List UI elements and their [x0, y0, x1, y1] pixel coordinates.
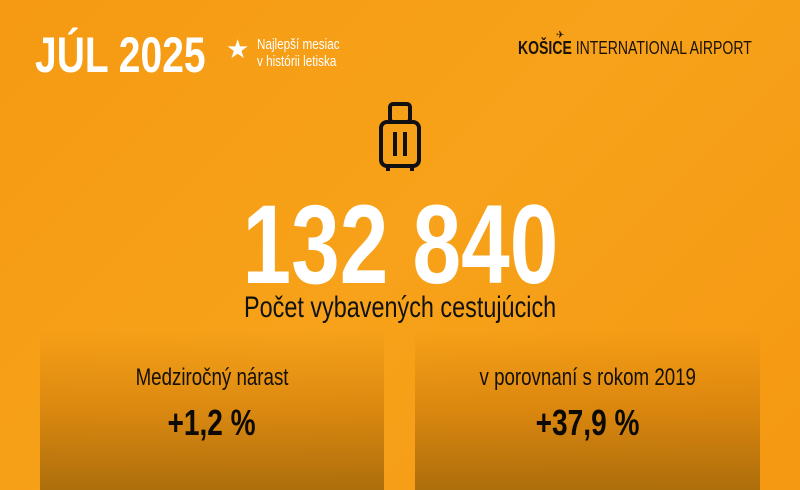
- month-title: JÚL 2025: [35, 27, 206, 83]
- passenger-count-label: Počet vybavených cestujúcich: [243, 291, 557, 324]
- tagline: Najlepší mesiac v histórii letiska: [257, 36, 340, 70]
- plane-icon: ✈: [556, 30, 565, 41]
- stat-panel-yoy: Medziročný nárast +1,2 %: [40, 330, 384, 490]
- stat-value: +37,9 %: [535, 402, 640, 443]
- stat-label: Medziročný nárast: [135, 364, 289, 391]
- airport-logo: KOŠICE INTERNATIONAL AIRPORT: [518, 38, 752, 58]
- star-icon: ★: [226, 34, 250, 64]
- passenger-count: 132 840: [242, 182, 558, 307]
- suitcase-icon: [378, 102, 422, 177]
- stat-value: +1,2 %: [167, 402, 257, 443]
- stat-panel-vs-2019: v porovnaní s rokom 2019 +37,9 %: [415, 330, 760, 490]
- stat-label: v porovnaní s rokom 2019: [479, 364, 696, 391]
